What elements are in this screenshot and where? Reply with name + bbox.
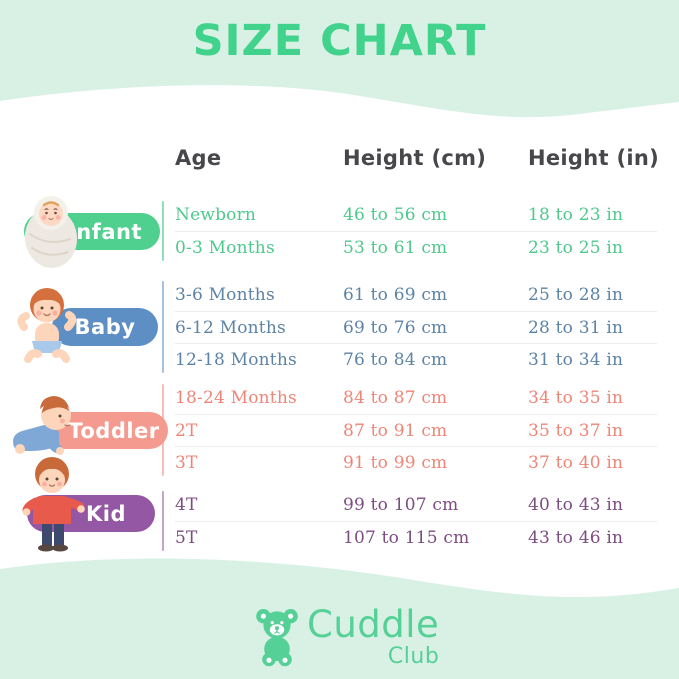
table-row: 3-6 Months 61 to 69 cm 25 to 28 in [175,279,657,311]
age-cell: 12-18 Months [175,349,297,370]
height-cm-cell: 87 to 91 cm [343,420,448,441]
age-cell: 6-12 Months [175,317,286,338]
height-cm-cell: 91 to 99 cm [343,452,448,473]
brand-name-secondary: Club [387,644,440,669]
height-in-cell: 18 to 23 in [528,205,624,225]
age-cell: 3T [175,452,198,473]
height-in-cell: 40 to 43 in [528,495,624,515]
table-row: 18-24 Months 84 to 87 cm 34 to 35 in [175,382,657,414]
table-header-row: Age Height (cm) Height (in) [0,146,679,174]
column-header-age: Age [175,146,222,170]
table-row: 2T 87 to 91 cm 35 to 37 in [175,414,657,446]
age-cell: 18-24 Months [175,388,297,408]
age-cell: 0-3 Months [175,237,275,258]
height-in-cell: 31 to 34 in [528,349,624,370]
baby-badge-label: Baby [74,315,136,339]
brand-name: Cuddle Club [307,606,439,668]
column-header-height-in: Height (in) [528,146,659,170]
height-in-cell: 43 to 46 in [528,527,624,548]
age-cell: 2T [175,420,198,441]
height-cm-cell: 107 to 115 cm [343,527,470,548]
height-in-cell: 25 to 28 in [528,285,624,305]
height-cm-cell: 61 to 69 cm [343,285,448,305]
toddler-illustration [13,396,71,455]
brand-logo: Cuddle Club [253,606,439,668]
table-row: 12-18 Months 76 to 84 cm 31 to 34 in [175,343,657,375]
table-row: Newborn 46 to 56 cm 18 to 23 in [175,199,657,231]
table-row: 0-3 Months 53 to 61 cm 23 to 25 in [175,231,657,263]
toddler-badge: Toddler [46,412,168,449]
infant-badge-label: Infant [67,219,143,244]
table-row: 3T 91 to 99 cm 37 to 40 in [175,446,657,478]
infant-group-divider [162,201,164,261]
kid-rows: 4T 99 to 107 cm 40 to 43 in 5T 107 to 11… [175,489,657,553]
height-cm-cell: 53 to 61 cm [343,237,448,258]
kid-group-divider [162,491,164,551]
column-header-height-cm: Height (cm) [343,146,487,170]
height-in-cell: 34 to 35 in [528,388,624,408]
age-cell: 5T [175,527,198,548]
toddler-badge-label: Toddler [68,418,160,443]
table-row: 6-12 Months 69 to 76 cm 28 to 31 in [175,311,657,343]
table-row: 4T 99 to 107 cm 40 to 43 in [175,489,657,521]
page-title: SIZE CHART [192,16,487,66]
height-cm-cell: 99 to 107 cm [343,495,459,515]
infant-illustration [24,196,78,268]
toddler-rows: 18-24 Months 84 to 87 cm 34 to 35 in 2T … [175,382,657,478]
infant-rows: Newborn 46 to 56 cm 18 to 23 in 0-3 Mont… [175,199,657,263]
age-cell: 3-6 Months [175,285,275,305]
height-cm-cell: 76 to 84 cm [343,349,448,370]
height-cm-cell: 46 to 56 cm [343,205,448,225]
height-cm-cell: 69 to 76 cm [343,317,448,338]
baby-group-divider [162,281,164,373]
height-in-cell: 28 to 31 in [528,317,624,338]
baby-rows: 3-6 Months 61 to 69 cm 25 to 28 in 6-12 … [175,279,657,375]
teddy-bear-icon [256,609,298,667]
kid-badge-label: Kid [85,501,126,526]
height-in-cell: 23 to 25 in [528,237,624,258]
kid-illustration [22,457,85,552]
height-in-cell: 35 to 37 in [528,420,624,441]
table-row: 5T 107 to 115 cm 43 to 46 in [175,521,657,553]
age-cell: 4T [175,495,198,515]
height-cm-cell: 84 to 87 cm [343,388,448,408]
height-in-cell: 37 to 40 in [528,452,624,473]
age-cell: Newborn [175,205,257,225]
brand-name-primary: Cuddle [307,603,440,646]
baby-illustration [17,288,77,363]
